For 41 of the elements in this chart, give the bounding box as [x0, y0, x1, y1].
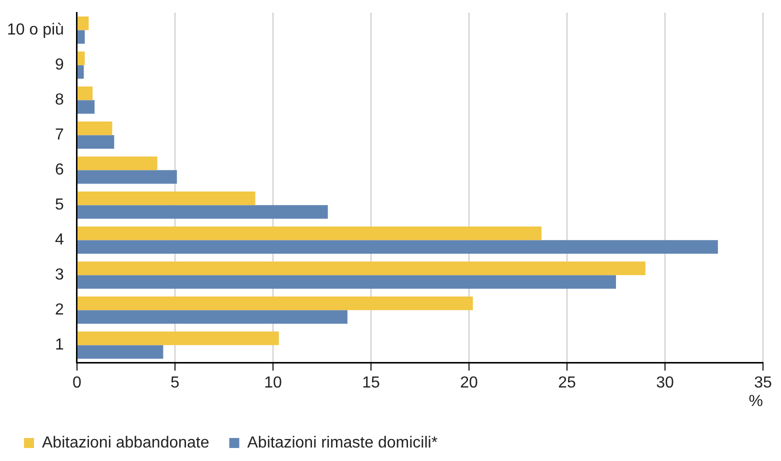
y-tick-label: 3 [55, 266, 64, 284]
legend-label: Abitazioni rimaste domicili* [247, 434, 438, 452]
bar [77, 331, 279, 346]
y-tick-label: 5 [55, 196, 64, 214]
bar [77, 65, 84, 79]
x-tick-label: 0 [72, 374, 82, 392]
bar [77, 30, 85, 44]
legend-label: Abitazioni abbandonate [42, 434, 210, 452]
y-tick-label: 8 [55, 92, 64, 109]
bar [77, 100, 95, 114]
y-tick-label: 6 [55, 162, 64, 179]
y-tick-label: 1 [55, 336, 64, 354]
bar [77, 86, 93, 100]
y-tick-label: 4 [55, 232, 64, 249]
y-tick-label: 7 [55, 126, 64, 144]
bar [77, 310, 348, 324]
bar [77, 345, 164, 359]
x-tick-label: 25 [558, 374, 576, 392]
bar [77, 170, 177, 184]
bar [77, 191, 256, 206]
bar [77, 135, 114, 149]
y-tick-label: 9 [55, 56, 64, 74]
bar [77, 240, 718, 254]
x-tick-label: 5 [170, 374, 180, 392]
x-tick-label: 15 [362, 374, 380, 392]
x-tick-label: 30 [656, 374, 674, 392]
bar [77, 261, 646, 276]
x-tick-label: 10 [264, 374, 282, 392]
bar [77, 121, 112, 136]
bar [77, 51, 85, 66]
x-axis-title: % [748, 392, 763, 410]
bar [77, 296, 473, 310]
bar [77, 275, 616, 289]
bar [77, 226, 542, 240]
x-tick-label: 35 [754, 374, 772, 392]
bar [77, 205, 328, 219]
y-tick-label: 2 [55, 302, 64, 319]
x-tick-label: 20 [460, 374, 478, 392]
bar [77, 156, 158, 170]
bar [77, 16, 89, 30]
y-tick-label: 10 o più [7, 22, 64, 39]
